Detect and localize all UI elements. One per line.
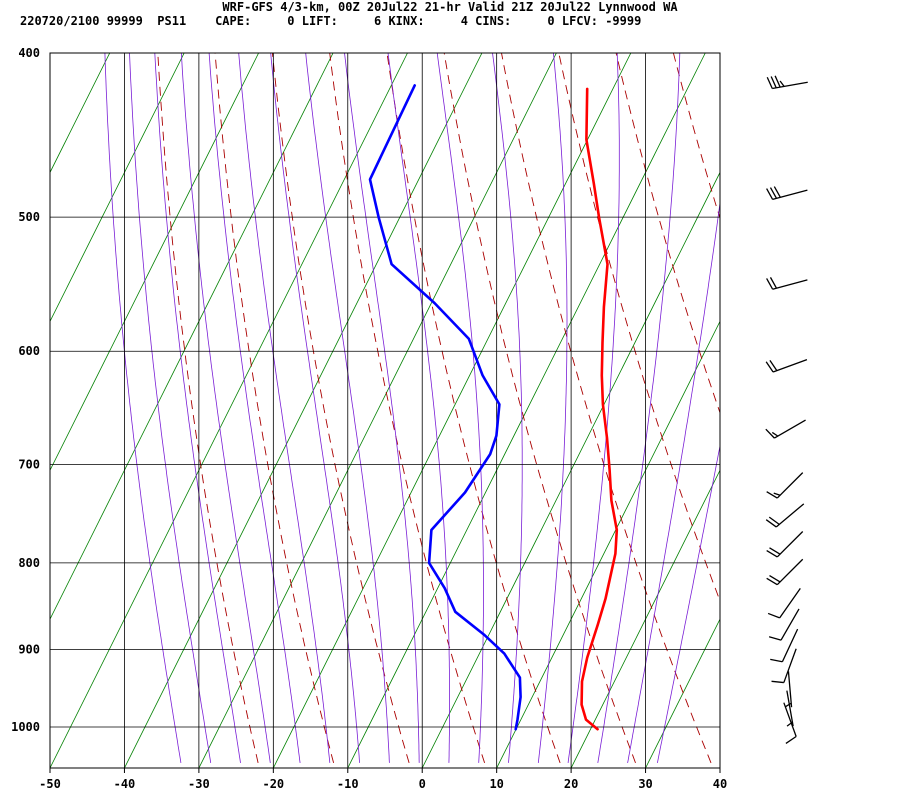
isotherm-line <box>794 53 900 768</box>
y-tick-label: 400 <box>18 46 40 60</box>
dry-adiabat-line <box>890 15 900 763</box>
isotherm-line <box>496 320 720 768</box>
isotherm-line <box>198 53 557 768</box>
moist-adiabat-line <box>387 53 450 763</box>
wind-barb <box>766 277 808 290</box>
isotherm-line <box>124 53 483 768</box>
temperature-profile-line <box>580 87 619 731</box>
isotherm-line <box>719 767 720 768</box>
dry-adiabat-line <box>501 53 712 764</box>
y-tick-label: 900 <box>18 642 40 656</box>
x-tick-label: 0 <box>419 777 426 791</box>
wind-barb <box>768 608 800 641</box>
dry-adiabat-line <box>271 53 410 764</box>
isotherm-line <box>50 53 111 174</box>
sounding-title: WRF-GFS 4/3-km, 00Z 20Jul22 21-hr Valid … <box>222 0 678 14</box>
isotherm-line <box>347 53 706 768</box>
dry-adiabat-line <box>672 53 720 220</box>
dry-adiabat-line <box>386 53 561 764</box>
wind-barb <box>765 503 805 528</box>
x-tick-label: 10 <box>489 777 503 791</box>
isotherm-line <box>50 53 259 472</box>
x-tick-label: 30 <box>638 777 652 791</box>
axis-tick-labels: -50 -40 -30 -20 -10 0 10 20 30 40 400 500 600 700 800 9… <box>11 46 727 791</box>
wind-barb <box>766 531 804 558</box>
x-tick-label: -30 <box>188 777 210 791</box>
moist-adiabat-line <box>154 53 241 763</box>
dry-adiabat-line <box>329 53 486 764</box>
dry-adiabat-line <box>558 53 720 603</box>
dry-adiabat-line <box>833 15 900 763</box>
pressure-temperature-grid <box>49 52 721 773</box>
moist-adiabat-line <box>104 53 182 763</box>
background-lines <box>0 15 900 768</box>
moist-adiabat-line <box>208 53 301 763</box>
moist-adiabat-line <box>129 53 212 763</box>
x-tick-label: 20 <box>564 777 578 791</box>
wind-barb <box>783 702 797 744</box>
moist-adiabat-line <box>344 53 420 763</box>
wind-barb <box>767 587 801 619</box>
isotherm-line <box>869 53 900 768</box>
wind-barb <box>765 359 808 373</box>
moist-adiabat-line <box>657 443 720 763</box>
dry-adiabat-line <box>720 15 900 763</box>
moist-adiabat-line <box>492 53 523 763</box>
y-tick-label: 700 <box>18 458 40 472</box>
x-tick-label: -40 <box>114 777 136 791</box>
x-tick-label: -50 <box>39 777 61 791</box>
moist-adiabat-line <box>270 53 360 763</box>
x-tick-label: 40 <box>713 777 727 791</box>
x-tick-label: -20 <box>262 777 284 791</box>
wind-barb <box>785 671 793 708</box>
y-tick-label: 800 <box>18 556 40 570</box>
wind-barb <box>766 472 804 499</box>
sounding-profiles <box>368 84 619 731</box>
dewpoint-profile-line <box>368 84 522 731</box>
y-tick-label: 500 <box>18 210 40 224</box>
wind-barb <box>765 419 806 439</box>
moist-adiabat-line <box>305 53 390 763</box>
isotherm-line <box>0 53 35 768</box>
moist-adiabat-line <box>180 53 271 763</box>
moist-adiabat-line <box>627 199 720 763</box>
isotherm-line <box>50 53 408 768</box>
wind-barb <box>766 75 808 90</box>
isotherm-line <box>645 618 720 768</box>
isotherm-line <box>421 171 720 768</box>
isotherm-line <box>272 53 632 768</box>
dry-adiabat-line <box>157 53 259 763</box>
moist-adiabat-line <box>238 53 331 763</box>
y-tick-label: 1000 <box>11 720 40 734</box>
isotherm-line <box>50 53 185 323</box>
moist-adiabat-line <box>567 53 620 763</box>
wind-barb <box>770 628 799 663</box>
wind-barb <box>766 558 804 586</box>
wind-barb-column <box>765 75 808 744</box>
moist-adiabat-line <box>537 53 568 763</box>
dry-adiabat-line <box>214 53 335 764</box>
isotherm-line <box>570 469 720 768</box>
x-tick-label: -10 <box>337 777 359 791</box>
wind-barb <box>771 648 797 684</box>
moist-adiabat-line <box>597 53 681 763</box>
sounding-indices: 220720/2100 99999 PS11 CAPE: 0 LIFT: 6 K… <box>20 14 642 28</box>
moist-adiabat-line <box>436 53 484 763</box>
wind-barb <box>766 186 808 201</box>
y-tick-label: 600 <box>18 344 40 358</box>
